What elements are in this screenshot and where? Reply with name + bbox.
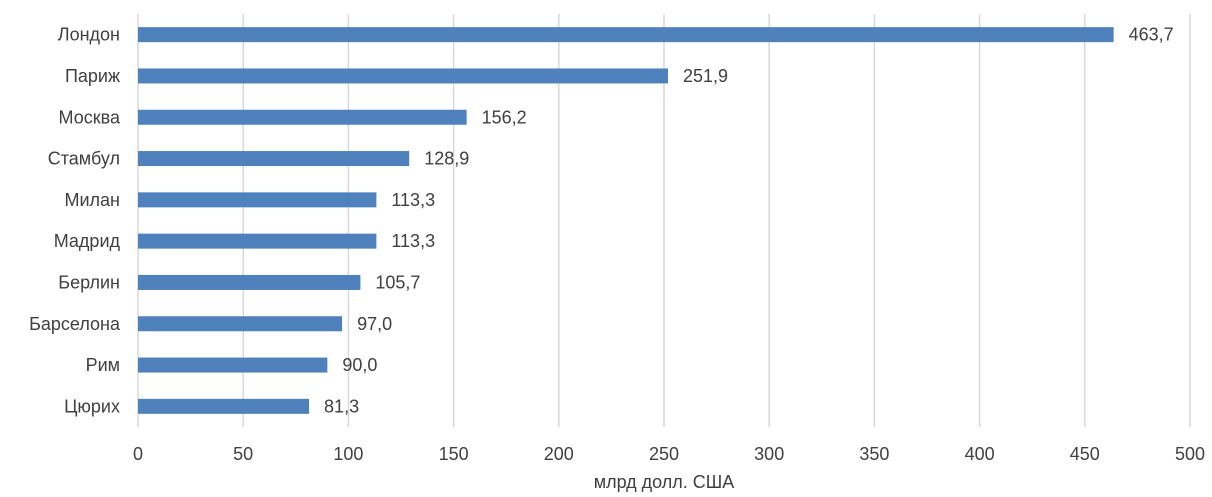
value-label: 128,9 (424, 149, 469, 169)
x-tick-label: 200 (544, 444, 574, 464)
x-tick-label: 500 (1175, 444, 1205, 464)
bar (138, 109, 467, 125)
category-labels: Лондон Париж Москва Стамбул Милан Мадрид Берли… (29, 25, 121, 417)
value-label: 251,9 (683, 66, 728, 86)
x-axis-title: млрд долл. США (594, 472, 735, 492)
bars (138, 27, 1114, 414)
value-label: 463,7 (1129, 25, 1174, 45)
x-tick-label: 450 (1070, 444, 1100, 464)
x-tick-labels: 0 50 100 150 200 250 300 350 400 450 500 (133, 444, 1205, 464)
bar (138, 316, 343, 332)
x-tick-label: 400 (965, 444, 995, 464)
bar (138, 192, 377, 208)
bar (138, 233, 377, 249)
x-tick-label: 350 (859, 444, 889, 464)
category-label: Стамбул (48, 149, 120, 169)
bar (138, 27, 1114, 43)
x-tick-label: 300 (754, 444, 784, 464)
category-label: Рим (86, 355, 120, 375)
category-label: Париж (65, 66, 120, 86)
x-tick-label: 100 (333, 444, 363, 464)
x-tick-label: 250 (649, 444, 679, 464)
category-label: Цюрих (64, 396, 120, 416)
value-label: 113,3 (391, 190, 435, 210)
x-tick-label: 0 (133, 444, 143, 464)
value-label: 97,0 (357, 314, 392, 334)
bar (138, 274, 361, 290)
category-label: Милан (64, 190, 120, 210)
bar (138, 398, 310, 414)
value-label: 113,3 (391, 231, 435, 251)
category-label: Мадрид (54, 231, 121, 251)
category-label: Москва (59, 107, 121, 127)
value-label: 81,3 (324, 396, 359, 416)
bar (138, 151, 410, 167)
category-label: Лондон (58, 25, 120, 45)
x-tick-label: 50 (233, 444, 253, 464)
value-label: 90,0 (342, 355, 377, 375)
bar (138, 68, 668, 84)
value-label: 156,2 (482, 107, 527, 127)
category-label: Барселона (29, 314, 121, 334)
category-label: Берлин (58, 272, 120, 292)
value-label: 105,7 (375, 272, 420, 292)
bar (138, 357, 328, 373)
value-labels: 463,7 251,9 156,2 128,9 113,3 113,3 105,7 97,0 9… (324, 25, 1174, 417)
x-tick-label: 150 (439, 444, 469, 464)
